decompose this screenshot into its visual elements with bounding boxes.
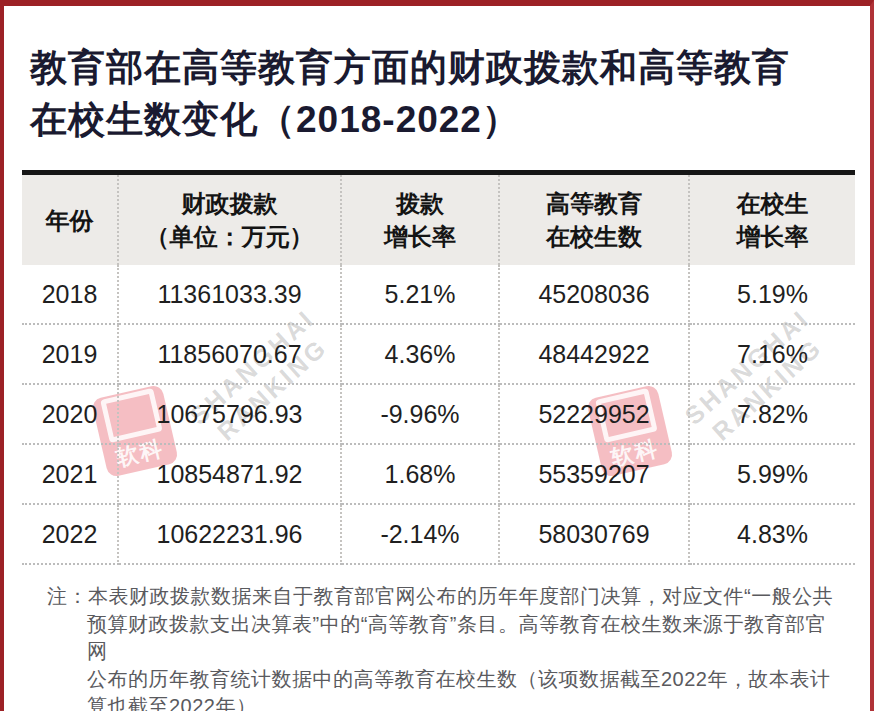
footnote-prefix: 注：	[47, 585, 88, 607]
footnote-line: 公布的历年教育统计数据中的高等教育在校生数（该项数据截至2022年，故本表计	[47, 666, 839, 694]
data-table: 年份 财政拨款（单位：万元） 拨款增长率 高等教育在校生数 在校生增长率 201…	[22, 170, 855, 565]
funding-cell: 11361033.39	[118, 265, 341, 324]
table-row-2022: 2022 10622231.96 -2.14% 58030769 4.83%	[22, 504, 855, 564]
enrollment-growth-cell: 7.16%	[689, 324, 855, 384]
column-header-enrollment-growth: 在校生增长率	[689, 173, 855, 266]
table-header-row: 年份 财政拨款（单位：万元） 拨款增长率 高等教育在校生数 在校生增长率	[22, 173, 855, 266]
page-title: 教育部在高等教育方面的财政拨款和高等教育 在校生数变化（2018-2022）	[30, 42, 870, 146]
enrollment-cell: 45208036	[499, 265, 689, 324]
enrollment-cell: 55359207	[499, 444, 689, 504]
footnote-line: 预算财政拨款支出决算表”中的“高等教育”条目。高等教育在校生数来源于教育部官网	[47, 611, 839, 666]
year-cell: 2018	[22, 265, 118, 324]
enrollment-growth-cell: 5.19%	[689, 265, 855, 324]
footnote-line: 注：本表财政拨款数据来自于教育部官网公布的历年年度部门决算，对应文件“一般公共	[47, 583, 839, 611]
enrollment-growth-cell: 4.83%	[689, 504, 855, 564]
funding-growth-cell: 1.68%	[341, 444, 499, 504]
enrollment-cell: 52229952	[499, 384, 689, 444]
year-cell: 2021	[22, 444, 118, 504]
table-row-2018: 2018 11361033.39 5.21% 45208036 5.19%	[22, 265, 855, 324]
funding-cell: 10854871.92	[118, 444, 341, 504]
funding-cell: 10675796.93	[118, 384, 341, 444]
table-row-2021: 2021 10854871.92 1.68% 55359207 5.99%	[22, 444, 855, 504]
year-cell: 2022	[22, 504, 118, 564]
enrollment-cell: 58030769	[499, 504, 689, 564]
funding-growth-cell: 4.36%	[341, 324, 499, 384]
enrollment-growth-cell: 7.82%	[689, 384, 855, 444]
enrollment-cell: 48442922	[499, 324, 689, 384]
enrollment-growth-cell: 5.99%	[689, 444, 855, 504]
page-title-line1: 教育部在高等教育方面的财政拨款和高等教育	[30, 42, 870, 94]
funding-cell: 10622231.96	[118, 504, 341, 564]
infographic-frame: 软科 SHANGHAIRANKING 软科 SHANGHAIRANKING 教育…	[0, 0, 874, 711]
table-row-2020: 2020 10675796.93 -9.96% 52229952 7.82%	[22, 384, 855, 444]
funding-growth-cell: -9.96%	[341, 384, 499, 444]
funding-growth-cell: 5.21%	[341, 265, 499, 324]
column-header-funding-growth: 拨款增长率	[341, 173, 499, 266]
year-cell: 2020	[22, 384, 118, 444]
column-header-enrollment: 高等教育在校生数	[499, 173, 689, 266]
footnote: 注：本表财政拨款数据来自于教育部官网公布的历年年度部门决算，对应文件“一般公共 …	[47, 583, 839, 711]
funding-cell: 11856070.67	[118, 324, 341, 384]
data-table-block: 年份 财政拨款（单位：万元） 拨款增长率 高等教育在校生数 在校生增长率 201…	[22, 170, 855, 565]
footnote-line: 算也截至2022年）。	[47, 693, 839, 711]
column-header-year: 年份	[22, 173, 118, 266]
year-cell: 2019	[22, 324, 118, 384]
table-row-2019: 2019 11856070.67 4.36% 48442922 7.16%	[22, 324, 855, 384]
page-title-line2: 在校生数变化（2018-2022）	[30, 94, 870, 146]
funding-growth-cell: -2.14%	[341, 504, 499, 564]
column-header-funding: 财政拨款（单位：万元）	[118, 173, 341, 266]
